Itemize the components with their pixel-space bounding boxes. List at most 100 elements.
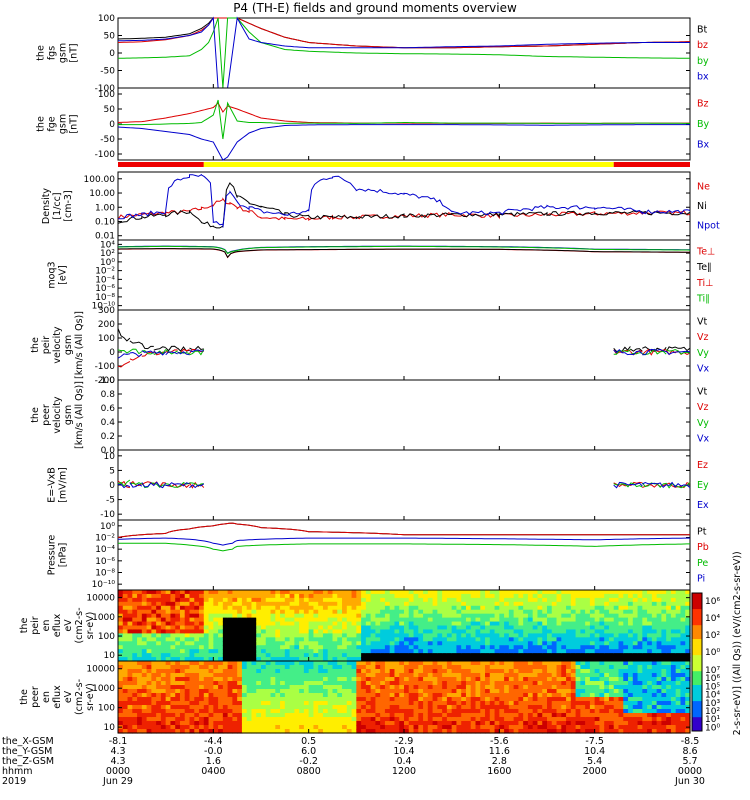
colorbar-tick: 10² — [705, 707, 720, 717]
heat-cell — [423, 681, 429, 686]
heat-cell — [465, 593, 472, 599]
heat-cell — [494, 697, 500, 702]
heat-cell — [284, 681, 291, 686]
heat-cell — [465, 725, 472, 730]
heat-cell — [599, 721, 605, 726]
heat-cell — [618, 629, 624, 634]
heat-cell — [118, 657, 124, 662]
heat-cell — [218, 633, 224, 638]
heat-cell — [404, 693, 410, 698]
heat-cell — [480, 689, 486, 694]
heat-cell — [537, 609, 543, 615]
heat-cell — [199, 601, 205, 607]
heat-cell — [566, 705, 572, 710]
heat-cell — [184, 641, 191, 646]
heat-cell — [404, 597, 410, 603]
heat-cell — [675, 601, 682, 607]
heat-cell — [313, 629, 319, 634]
heat-cell — [175, 621, 181, 627]
heat-cell — [618, 685, 624, 690]
heat-cell — [146, 633, 152, 638]
heat-cell — [156, 633, 162, 638]
heat-cell — [661, 693, 667, 698]
ytick-label: 10⁻¹⁰ — [92, 580, 116, 590]
heat-cell — [237, 697, 243, 702]
heat-cell — [551, 629, 558, 634]
heat-cell — [313, 669, 319, 674]
heat-cell — [137, 633, 143, 638]
heat-cell — [179, 685, 186, 690]
heat-cell — [346, 729, 353, 734]
heat-cell — [518, 621, 524, 627]
heat-cell — [303, 625, 310, 631]
heat-cell — [184, 605, 191, 611]
heat-cell — [132, 725, 138, 730]
heat-cell — [342, 721, 348, 726]
heat-cell — [418, 649, 424, 654]
heat-cell — [523, 673, 529, 678]
heat-cell — [575, 605, 581, 611]
heat-cell — [137, 697, 143, 702]
heat-cell — [485, 665, 491, 670]
heat-cell — [146, 729, 152, 734]
heat-cell — [589, 625, 596, 631]
heat-cell — [446, 693, 453, 698]
heat-cell — [675, 697, 682, 702]
heat-cell — [446, 729, 453, 734]
heat-cell — [222, 685, 229, 690]
heat-cell — [637, 705, 643, 710]
heat-cell — [342, 673, 348, 678]
heat-cell — [222, 681, 229, 686]
heat-cell — [618, 645, 624, 650]
heat-cell — [160, 713, 167, 718]
heat-cell — [227, 673, 233, 678]
heat-cell — [485, 633, 491, 638]
heat-cell — [270, 697, 276, 702]
heat-cell — [570, 709, 577, 714]
heat-cell — [189, 649, 195, 654]
heat-cell — [380, 717, 386, 722]
heat-cell — [461, 629, 467, 634]
heat-cell — [342, 621, 348, 627]
heat-cell — [237, 657, 243, 662]
heat-cell — [394, 629, 400, 634]
heat-cell — [356, 677, 362, 682]
heat-cell — [551, 709, 558, 714]
heat-cell — [275, 601, 281, 607]
heat-cell — [313, 713, 319, 718]
heat-cell — [241, 617, 248, 623]
heat-cell — [523, 685, 529, 690]
heat-cell — [146, 605, 152, 611]
heat-cell — [556, 625, 562, 631]
heat-cell — [613, 705, 620, 710]
heat-cell — [628, 641, 634, 646]
heat-cell — [566, 590, 572, 595]
heat-cell — [523, 729, 529, 734]
ytick-label: 10⁻⁶ — [95, 557, 115, 567]
heat-cell — [523, 613, 529, 619]
heat-cell — [656, 605, 662, 611]
heat-cell — [241, 609, 248, 615]
heat-cell — [604, 717, 610, 722]
heat-cell — [384, 605, 391, 611]
y-axis-label: sr-eV) — [85, 683, 96, 711]
heat-cell — [399, 661, 405, 666]
heat-cell — [670, 645, 677, 650]
heat-cell — [170, 697, 176, 702]
heat-cell — [294, 629, 300, 634]
heat-cell — [418, 717, 424, 722]
heat-cell — [346, 709, 353, 714]
heat-cell — [384, 633, 391, 638]
heat-cell — [318, 613, 324, 619]
heat-cell — [599, 661, 605, 666]
heat-cell — [632, 677, 639, 682]
heat-cell — [437, 625, 443, 631]
heat-cell — [656, 601, 662, 607]
heat-cell — [489, 601, 496, 607]
heat-cell — [470, 601, 477, 607]
heat-cell — [203, 593, 210, 599]
heat-cell — [599, 601, 605, 607]
heat-cell — [680, 669, 686, 674]
heat-cell — [561, 633, 567, 638]
heat-cell — [189, 613, 195, 619]
